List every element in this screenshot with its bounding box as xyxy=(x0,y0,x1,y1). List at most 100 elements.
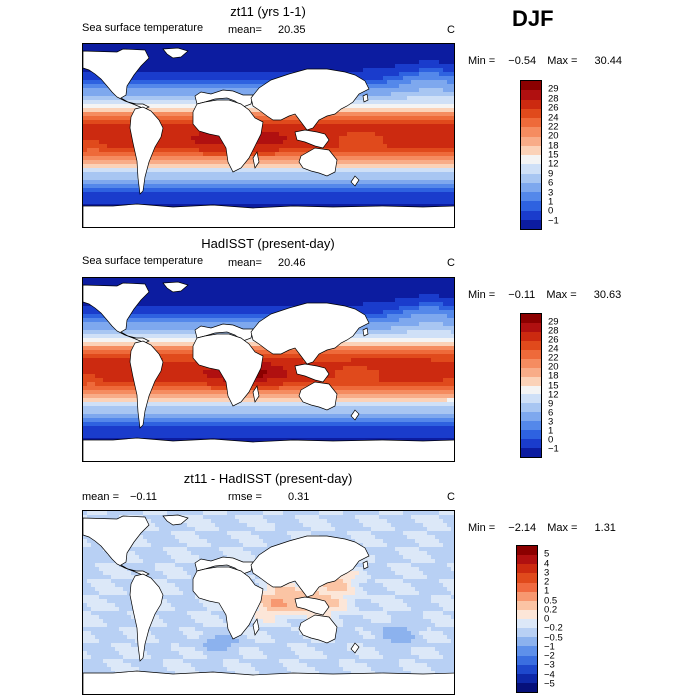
mean-value: −0.11 xyxy=(130,491,158,503)
colorbar-tick-label: 26 xyxy=(548,334,559,346)
colorbar-tick-label: 0 xyxy=(548,205,554,217)
colorbar-tick-label: 6 xyxy=(548,407,554,419)
colorbar-tick-label: 22 xyxy=(548,352,559,364)
colorbar-swatch xyxy=(521,136,541,146)
min-value: −0.54 xyxy=(508,55,537,67)
colorbar xyxy=(520,313,542,458)
colorbar-tick-label: 18 xyxy=(548,370,559,382)
colorbar-swatch xyxy=(521,322,541,332)
panel-title: HadISST (present-day) xyxy=(201,236,335,251)
max-label: Max = xyxy=(546,289,577,301)
colorbar-swatch xyxy=(521,108,541,118)
continent-outlines xyxy=(83,47,454,227)
colorbar-swatch xyxy=(521,430,541,440)
colorbar-swatch xyxy=(521,182,541,192)
min-max-readout: Min = −0.54 Max = 30.44 xyxy=(468,55,622,67)
colorbar-tick-label: −5 xyxy=(544,678,555,690)
colorbar-tick-label: 1 xyxy=(548,425,554,437)
mean-label: mean= xyxy=(228,257,262,269)
colorbar-swatch xyxy=(517,555,537,565)
max-label: Max = xyxy=(547,522,578,534)
mean-label: mean = xyxy=(82,491,119,503)
colorbar-tick-label: 24 xyxy=(548,343,559,355)
colorbar-tick-label: −0.2 xyxy=(544,622,563,634)
colorbar-swatch xyxy=(517,664,537,674)
season-label: DJF xyxy=(512,6,554,31)
colorbar-tick-label: 22 xyxy=(548,121,559,133)
colorbar-swatch xyxy=(517,682,537,692)
colorbar-swatch xyxy=(521,314,541,323)
colorbar-tick-label: 9 xyxy=(548,398,554,410)
colorbar-swatch xyxy=(521,448,541,457)
colorbar-swatch xyxy=(521,340,541,350)
sst-map-canvas xyxy=(83,44,454,227)
colorbar-tick-label: 28 xyxy=(548,93,559,105)
colorbar-tick-label: −3 xyxy=(544,659,555,671)
colorbar-tick-label: −1 xyxy=(548,443,559,455)
colorbar-tick-label: 5 xyxy=(544,548,550,560)
colorbar-swatch xyxy=(521,192,541,202)
colorbar-swatch xyxy=(517,637,537,647)
mean-label: mean= xyxy=(228,24,262,36)
colorbar-tick-label: −4 xyxy=(544,669,555,680)
colorbar-tick-label: 3 xyxy=(548,187,554,198)
colorbar-swatch xyxy=(521,421,541,431)
mean-value: 20.46 xyxy=(278,257,306,269)
max-value: 30.44 xyxy=(594,55,623,67)
colorbar-swatch xyxy=(521,145,541,155)
continent-outlines xyxy=(83,514,454,694)
colorbar-tick-label: 3 xyxy=(544,567,550,579)
units-label: C xyxy=(447,257,455,269)
variable-label: Sea surface temperature xyxy=(82,255,204,267)
colorbar-tick-label: −1 xyxy=(548,215,559,227)
colorbar-swatch xyxy=(521,164,541,174)
colorbar-tick-label: 6 xyxy=(548,177,554,189)
min-label: Min = xyxy=(468,55,496,67)
colorbar-swatch xyxy=(517,655,537,665)
colorbar-swatch xyxy=(521,376,541,386)
colorbar-tick-label: 0.2 xyxy=(544,604,558,616)
colorbar-swatch xyxy=(517,673,537,683)
colorbar-swatch xyxy=(517,609,537,619)
colorbar-swatch xyxy=(521,403,541,413)
panel-title: zt11 - HadISST (present-day) xyxy=(183,471,353,486)
colorbar-swatch xyxy=(521,81,541,91)
colorbar-swatch xyxy=(517,573,537,583)
min-value: −0.11 xyxy=(508,289,536,301)
max-value: 1.31 xyxy=(594,522,616,534)
colorbar-swatch xyxy=(517,582,537,592)
max-label: Max = xyxy=(547,55,578,67)
colorbar-swatch xyxy=(517,628,537,638)
colorbar-swatch xyxy=(517,591,537,601)
colorbar-swatch xyxy=(521,90,541,100)
colorbar-tick-label: 18 xyxy=(548,140,559,152)
colorbar-swatch xyxy=(521,358,541,368)
min-label: Min = xyxy=(468,289,496,301)
min-value: −2.14 xyxy=(508,522,537,534)
colorbar-swatch xyxy=(521,412,541,422)
colorbar-swatch xyxy=(517,564,537,574)
colorbar-swatch xyxy=(521,118,541,128)
colorbar-tick-label: 2 xyxy=(544,576,550,588)
colorbar-tick-label: 0 xyxy=(548,434,554,446)
units-label: C xyxy=(447,24,455,36)
continent-outlines xyxy=(83,281,454,461)
colorbar-tick-label: 4 xyxy=(544,558,550,569)
colorbar-tick-label: 28 xyxy=(548,325,559,337)
colorbar-tick-label: 9 xyxy=(548,168,554,180)
colorbar-swatch xyxy=(521,331,541,341)
rmse-label: rmse = xyxy=(228,491,262,503)
colorbar xyxy=(520,80,542,230)
colorbar-tick-label: 20 xyxy=(548,361,559,373)
panel-title: zt11 (yrs 1-1) xyxy=(230,4,306,19)
colorbar-swatch xyxy=(521,155,541,165)
colorbar-tick-label: 12 xyxy=(548,389,559,401)
colorbar-tick-label: −1 xyxy=(544,641,555,653)
colorbar-tick-label: 1 xyxy=(544,585,550,597)
max-value: 30.63 xyxy=(593,289,622,301)
colorbar-tick-label: 0.5 xyxy=(544,595,558,606)
colorbar-tick-label: 12 xyxy=(548,158,559,170)
colorbar-tick-label: −0.5 xyxy=(544,632,563,643)
colorbar-swatch xyxy=(521,127,541,137)
sst-map xyxy=(82,277,455,462)
